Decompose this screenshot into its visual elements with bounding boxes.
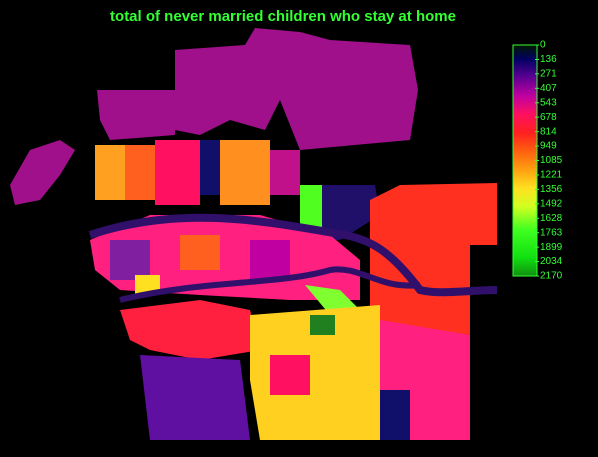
- legend-tick-label: 136: [540, 54, 557, 65]
- legend-tick-label: 2034: [540, 256, 563, 267]
- north-region-west: [97, 90, 175, 140]
- region: [270, 150, 300, 195]
- legend-tick-label: 949: [540, 141, 557, 152]
- legend-tick-label: 2170: [540, 271, 563, 282]
- south-central: [250, 305, 380, 440]
- legend-tick-label: 1221: [540, 170, 563, 181]
- south-west-low: [140, 355, 250, 440]
- legend-tick-label: 271: [540, 68, 557, 79]
- color-bar: [512, 44, 538, 277]
- region: [310, 315, 335, 335]
- region: [220, 140, 270, 205]
- legend: 0 136 271 407 543 678 814 949 1085 1221 1356 1492 16…: [512, 40, 563, 282]
- map-title: total of never married children who stay…: [110, 8, 456, 25]
- region: [95, 145, 125, 200]
- map: [10, 28, 498, 440]
- region: [110, 240, 150, 280]
- legend-tick-label: 407: [540, 83, 557, 94]
- legend-tick-label: 1628: [540, 213, 563, 224]
- river: [88, 213, 498, 297]
- legend-tick-label: 1899: [540, 242, 563, 253]
- south-west: [120, 300, 260, 360]
- legend-tick-label: 0: [540, 40, 546, 51]
- legend-tick-label: 1356: [540, 184, 563, 195]
- north-region: [175, 28, 418, 150]
- legend-tick-label: 678: [540, 112, 557, 123]
- region: [200, 140, 220, 195]
- region: [322, 185, 380, 240]
- region: [155, 140, 200, 205]
- region: [180, 235, 220, 270]
- legend-tick-label: 543: [540, 97, 557, 108]
- legend-tick-label: 1763: [540, 227, 563, 238]
- legend-tick-label: 1085: [540, 155, 563, 166]
- island: [10, 140, 75, 205]
- region: [125, 145, 155, 200]
- region: [305, 285, 360, 315]
- region: [270, 355, 310, 395]
- east-region: [370, 183, 497, 335]
- region: [380, 390, 410, 440]
- legend-tick-label: 1492: [540, 198, 563, 209]
- region: [250, 240, 290, 280]
- river: [119, 266, 421, 303]
- legend-tick-label: 814: [540, 126, 557, 137]
